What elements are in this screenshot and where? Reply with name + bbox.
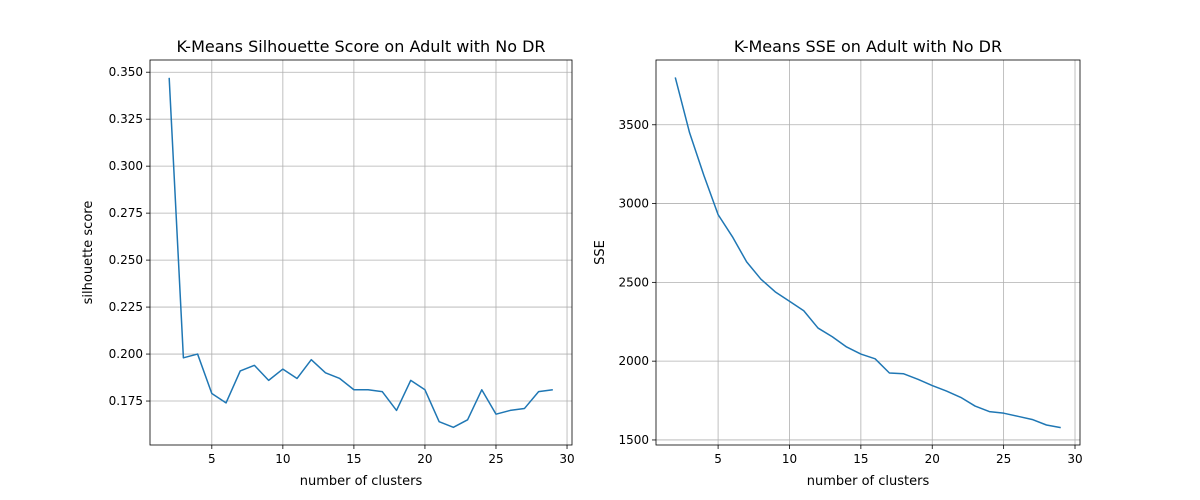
silhouette-y-tick-label: 0.250 xyxy=(109,253,143,267)
sse-y-tick-label: 2500 xyxy=(618,275,649,289)
silhouette-x-tick-label: 15 xyxy=(346,452,361,466)
silhouette-x-tick-label: 30 xyxy=(559,452,574,466)
sse-y-tick-label: 1500 xyxy=(618,433,649,447)
silhouette-x-axis-label: number of clusters xyxy=(300,474,423,489)
sse-y-tick-label: 3000 xyxy=(618,197,649,211)
silhouette-y-tick-label: 0.350 xyxy=(109,65,143,79)
silhouette-y-tick-label: 0.275 xyxy=(109,206,143,220)
silhouette-y-tick-label: 0.200 xyxy=(109,347,143,361)
silhouette-line xyxy=(168,77,553,429)
silhouette-x-tick-label: 25 xyxy=(488,452,503,466)
sse-line xyxy=(674,77,1061,429)
sse-x-axis-label: number of clusters xyxy=(807,474,930,489)
sse-x-tick-label: 20 xyxy=(925,452,940,466)
silhouette-y-tick-label: 0.300 xyxy=(109,159,143,173)
sse-y-axis-label: SSE xyxy=(593,240,608,265)
sse-x-tick-label: 25 xyxy=(996,452,1011,466)
silhouette-y-tick-label: 0.175 xyxy=(109,394,143,408)
sse-y-tick-label: 2000 xyxy=(618,354,649,368)
silhouette-y-tick-label: 0.225 xyxy=(109,300,143,314)
sse-x-tick-label: 15 xyxy=(853,452,868,466)
sse-chart-title: K-Means SSE on Adult with No DR xyxy=(734,37,1002,56)
sse-x-tick-label: 30 xyxy=(1067,452,1082,466)
silhouette-y-axis-label: silhouette score xyxy=(81,201,96,305)
sse-x-tick-label: 10 xyxy=(782,452,797,466)
silhouette-panel: 5 10 15 20 25 30 0.175 0.200 0.225 0.250 0.275 0.30… xyxy=(81,37,575,489)
silhouette-x-tick-label: 5 xyxy=(208,452,216,466)
silhouette-chart-title: K-Means Silhouette Score on Adult with N… xyxy=(176,37,545,56)
sse-y-tick-label: 3500 xyxy=(618,118,649,132)
sse-panel: 5 10 15 20 25 30 1500 2000 2500 3000 3500 K-Means … xyxy=(593,37,1083,489)
silhouette-x-tick-label: 10 xyxy=(275,452,290,466)
silhouette-plot-frame xyxy=(149,59,573,446)
sse-x-tick-label: 5 xyxy=(714,452,722,466)
sse-plot-frame xyxy=(655,59,1081,446)
silhouette-x-tick-label: 20 xyxy=(417,452,432,466)
silhouette-y-tick-label: 0.325 xyxy=(109,112,143,126)
